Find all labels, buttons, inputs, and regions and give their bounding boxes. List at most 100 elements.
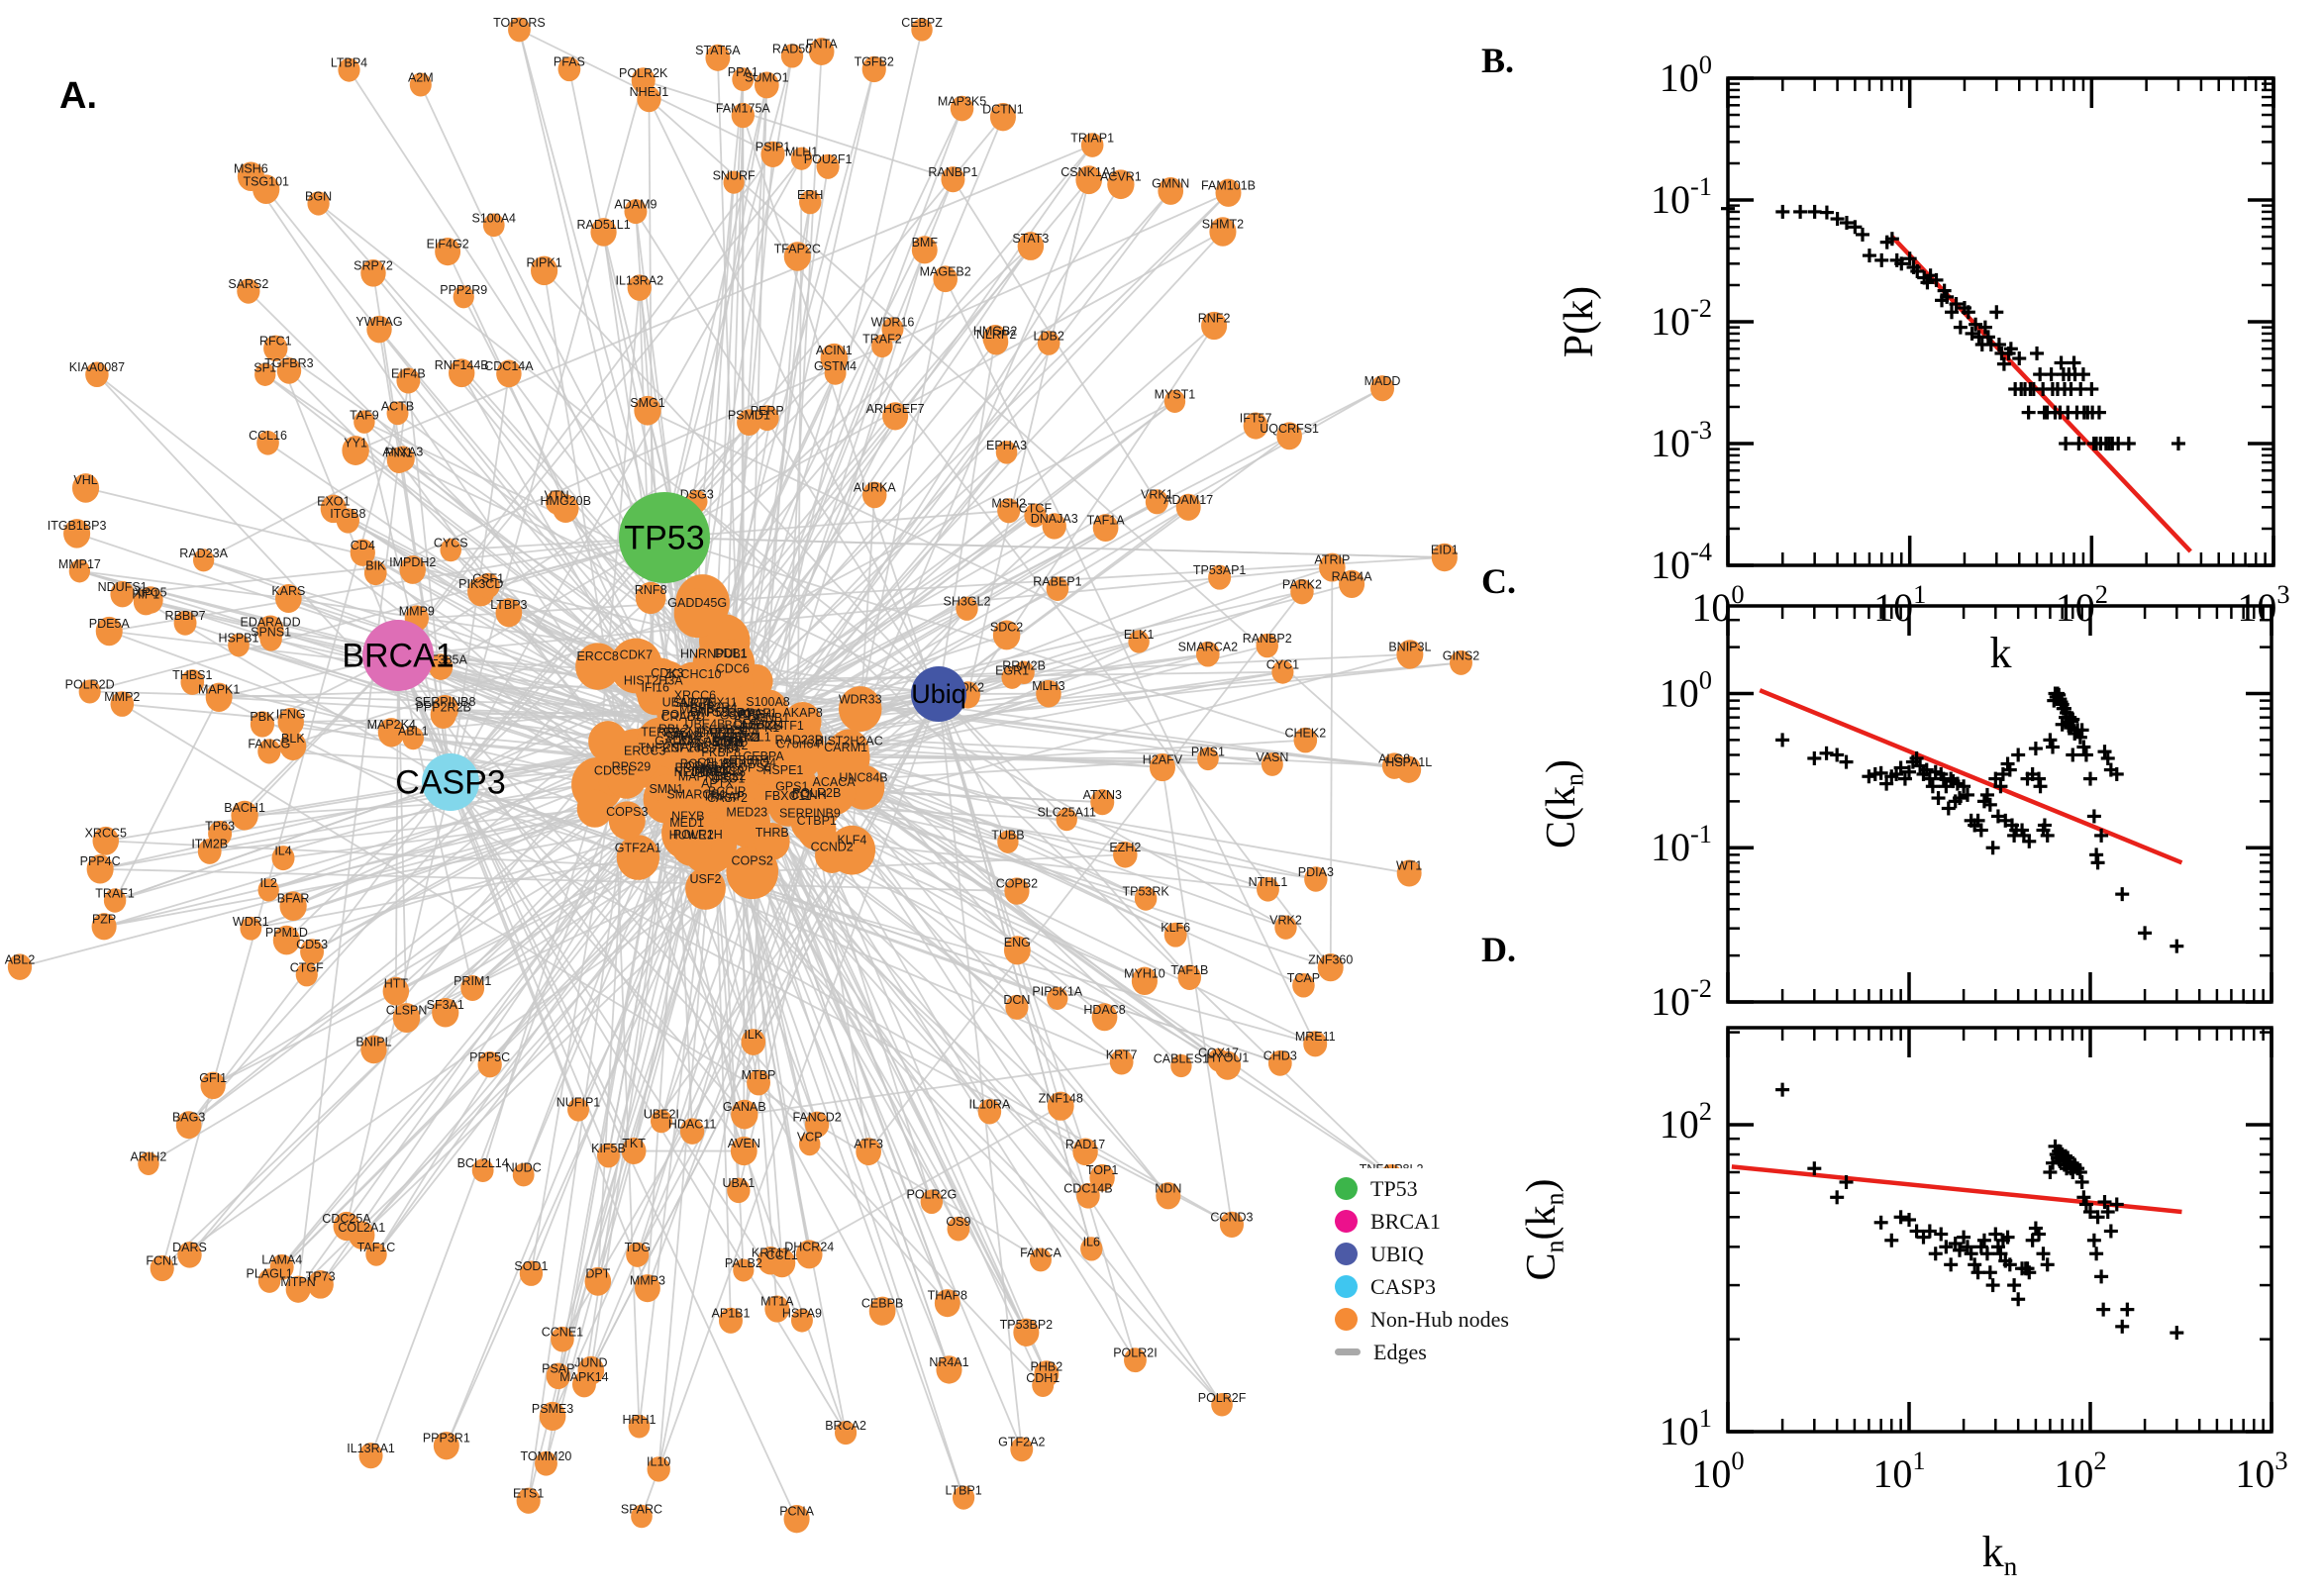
network-node bbox=[177, 1242, 202, 1268]
network-node bbox=[1214, 1050, 1242, 1080]
network-node bbox=[790, 147, 813, 170]
gene-label: TP53BP2 bbox=[1000, 1318, 1054, 1332]
tick-label: 100 bbox=[1660, 664, 1712, 715]
legend-label: Non-Hub nodes bbox=[1370, 1306, 1509, 1332]
gene-label: IL10RA bbox=[969, 1098, 1011, 1112]
gene-label: CHD3 bbox=[1263, 1049, 1297, 1063]
gene-label: IFNG bbox=[276, 708, 306, 722]
gene-label: RNF2 bbox=[1198, 311, 1231, 325]
network-node bbox=[272, 925, 300, 955]
gene-label: ARIH2 bbox=[131, 1149, 167, 1163]
gene-label: SUMO1 bbox=[745, 71, 789, 85]
legend-label: CASP3 bbox=[1370, 1273, 1437, 1299]
gene-label: RIPK1 bbox=[527, 256, 562, 270]
gene-label: PPM1D bbox=[265, 926, 308, 940]
network-node bbox=[1396, 640, 1424, 669]
network-node bbox=[1197, 747, 1219, 771]
tick-label: 10-2 bbox=[1651, 293, 1712, 344]
network-node bbox=[237, 161, 264, 191]
network-node bbox=[1056, 808, 1077, 832]
network-node bbox=[342, 436, 369, 465]
network-node bbox=[428, 653, 454, 680]
gene-label: GFI1 bbox=[199, 1071, 227, 1085]
network-node bbox=[338, 57, 360, 82]
gene-label: SMARCB1 bbox=[666, 788, 726, 802]
gene-label: MSH3 bbox=[679, 702, 714, 716]
gene-label: EPPK1 bbox=[740, 721, 779, 735]
gene-label: MAGEB2 bbox=[920, 264, 971, 278]
gene-label: CCND2 bbox=[811, 840, 854, 853]
gene-label: TOPORS bbox=[493, 16, 546, 30]
tick-label: 102 bbox=[1660, 1096, 1712, 1147]
network-node bbox=[744, 745, 783, 785]
network-node bbox=[730, 1136, 758, 1166]
gene-label: RAD17 bbox=[1065, 1138, 1105, 1151]
gene-label: CCNE1 bbox=[542, 1326, 583, 1340]
network-node bbox=[1013, 1318, 1040, 1347]
gene-label: HMG20B bbox=[541, 494, 591, 508]
tick-label: 10-1 bbox=[1651, 819, 1712, 869]
tick-label: 100 bbox=[1691, 1446, 1744, 1496]
network-node bbox=[1211, 1392, 1233, 1417]
gene-label: CASP2 bbox=[707, 791, 748, 805]
network-node bbox=[941, 166, 965, 193]
network-node bbox=[637, 85, 661, 113]
legend-label: TP53 bbox=[1370, 1175, 1418, 1201]
network-node bbox=[673, 588, 721, 639]
network-node bbox=[861, 55, 886, 83]
network-node bbox=[727, 1177, 751, 1204]
network-node bbox=[995, 441, 1018, 464]
gene-label: SNURF bbox=[713, 168, 756, 182]
gene-label: GINS2 bbox=[1443, 648, 1480, 662]
gene-label: RPS29 bbox=[612, 760, 652, 774]
gene-label: MSH6 bbox=[234, 162, 268, 176]
network-node bbox=[732, 67, 755, 92]
gene-label: TAF1B bbox=[1170, 963, 1208, 977]
network-node bbox=[63, 519, 91, 549]
gene-label: PLAGL1 bbox=[246, 1266, 292, 1280]
network-node bbox=[300, 939, 325, 965]
gene-label: PERP bbox=[751, 404, 784, 418]
casp3-swatch-icon bbox=[1335, 1275, 1358, 1298]
network-node bbox=[1257, 876, 1279, 902]
network-node bbox=[1431, 543, 1458, 572]
gene-label: TOP1 bbox=[1086, 1163, 1118, 1177]
gene-label: RANBP1 bbox=[928, 165, 977, 179]
gene-label: RBBP7 bbox=[165, 609, 206, 623]
gene-label: DFFA bbox=[734, 717, 766, 731]
gene-label: IFT57 bbox=[1240, 412, 1272, 426]
gene-label: MED24 bbox=[743, 719, 784, 733]
log-log-plots: 100 101 102 10310-410-310-210-1100kP(k)10-2… bbox=[1519, 50, 2290, 1581]
gene-label: CD53 bbox=[296, 938, 328, 951]
network-node bbox=[799, 189, 822, 215]
gene-label: ALG8 bbox=[1378, 751, 1410, 765]
gene-label: TP73 bbox=[306, 1270, 336, 1284]
gene-label: PFAS bbox=[554, 55, 585, 69]
gene-label: CEBPZ bbox=[901, 16, 943, 30]
gene-label: BCAP31 bbox=[713, 731, 760, 745]
gene-label: GPS1 bbox=[775, 780, 808, 794]
network-node bbox=[881, 317, 904, 342]
network-node bbox=[365, 1243, 387, 1266]
network-node bbox=[780, 44, 804, 68]
gene-label: S100A8 bbox=[746, 695, 790, 709]
network-node bbox=[1319, 552, 1346, 582]
network-node bbox=[399, 555, 426, 584]
legend-item-edges: Edges bbox=[1335, 1336, 1509, 1368]
network-node bbox=[250, 711, 275, 738]
gene-label: CARM1 bbox=[824, 741, 867, 754]
network-node bbox=[307, 191, 330, 216]
gene-label: VCP bbox=[797, 1131, 823, 1145]
gene-label: FANCG bbox=[248, 738, 290, 751]
gene-label: RABEP1 bbox=[1033, 575, 1081, 589]
gene-label: MED23 bbox=[726, 806, 767, 820]
gene-label: STAT3 bbox=[1012, 232, 1049, 246]
network-node bbox=[363, 560, 387, 586]
gene-label: CTCF bbox=[1019, 502, 1053, 516]
gene-label: SMG1 bbox=[630, 396, 664, 410]
gene-label: RAD50 bbox=[772, 42, 812, 55]
gene-label: EZH2 bbox=[1109, 841, 1141, 854]
network-node bbox=[1304, 866, 1328, 892]
tick-label: 101 bbox=[1660, 1403, 1712, 1453]
gene-label: PALB2 bbox=[725, 1256, 762, 1270]
